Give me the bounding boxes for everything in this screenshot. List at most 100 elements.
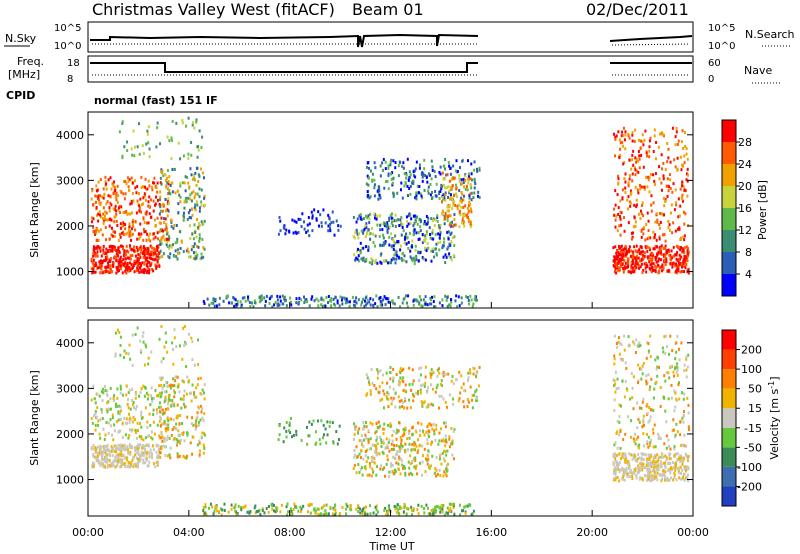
echo-cell bbox=[354, 426, 357, 430]
echo-cell bbox=[278, 424, 281, 428]
echo-cell bbox=[458, 225, 461, 229]
echo-cell bbox=[415, 298, 418, 302]
echo-cell bbox=[158, 391, 161, 395]
echo-cell bbox=[212, 298, 215, 302]
echo-cell bbox=[612, 259, 615, 263]
echo-cell bbox=[146, 132, 149, 136]
echo-cell bbox=[159, 455, 162, 459]
echo-cell bbox=[425, 249, 428, 253]
echo-cell bbox=[105, 455, 108, 459]
echo-cell bbox=[679, 270, 682, 274]
echo-cell bbox=[676, 467, 679, 471]
echo-cell bbox=[401, 258, 404, 262]
echo-cell bbox=[235, 305, 238, 309]
echo-cell bbox=[652, 445, 655, 449]
echo-cell bbox=[369, 169, 372, 173]
echo-cell bbox=[427, 449, 430, 453]
echo-cell bbox=[127, 461, 130, 465]
echo-cell bbox=[647, 175, 650, 179]
echo-cell bbox=[453, 428, 456, 432]
echo-cell bbox=[451, 236, 454, 240]
echo-cell bbox=[660, 153, 663, 157]
echo-cell bbox=[173, 336, 176, 340]
echo-cell bbox=[444, 400, 447, 404]
echo-cell bbox=[162, 229, 165, 233]
echo-cell bbox=[387, 474, 390, 478]
echo-cell bbox=[194, 250, 197, 254]
echo-cell bbox=[149, 436, 152, 440]
echo-cell bbox=[684, 476, 687, 480]
echo-cell bbox=[151, 437, 154, 441]
echo-cell bbox=[96, 406, 99, 410]
echo-cell bbox=[441, 196, 444, 200]
echo-cell bbox=[681, 193, 684, 197]
echo-cell bbox=[645, 478, 648, 482]
echo-cell bbox=[128, 178, 131, 182]
echo-cell bbox=[167, 423, 170, 427]
echo-cell bbox=[369, 303, 372, 307]
echo-cell bbox=[146, 129, 149, 133]
echo-cell bbox=[442, 474, 445, 478]
echo-cell bbox=[100, 455, 103, 459]
echo-cell bbox=[114, 444, 117, 448]
echo-cell bbox=[344, 301, 347, 305]
echo-cell bbox=[321, 505, 324, 509]
echo-cell bbox=[466, 295, 469, 299]
colorbar-swatch bbox=[722, 252, 736, 274]
echo-cell bbox=[102, 427, 105, 431]
echo-cell bbox=[399, 188, 402, 192]
echo-cell bbox=[620, 248, 623, 252]
echo-cell bbox=[370, 261, 373, 265]
echo-cell bbox=[629, 397, 632, 401]
echo-cell bbox=[645, 222, 648, 226]
echo-cell bbox=[687, 271, 690, 275]
echo-cell bbox=[396, 430, 399, 434]
echo-cell bbox=[145, 257, 148, 261]
echo-cell bbox=[182, 218, 185, 222]
echo-cell bbox=[376, 510, 379, 514]
echo-cell bbox=[379, 228, 382, 232]
echo-cell bbox=[631, 474, 634, 478]
echo-cell bbox=[164, 454, 167, 458]
echo-cell bbox=[468, 200, 471, 204]
echo-cell bbox=[446, 512, 449, 516]
echo-cell bbox=[218, 296, 221, 300]
echo-cell bbox=[417, 438, 420, 442]
echo-cell bbox=[143, 247, 146, 251]
echo-cell bbox=[639, 187, 642, 191]
echo-cell bbox=[474, 295, 477, 299]
echo-cell bbox=[166, 176, 169, 180]
echo-cell bbox=[90, 220, 93, 224]
echo-cell bbox=[102, 248, 105, 252]
echo-cell bbox=[196, 192, 199, 196]
echo-cell bbox=[414, 448, 417, 452]
echo-cell bbox=[366, 473, 369, 477]
echo-cell bbox=[163, 383, 166, 387]
echo-cell bbox=[654, 255, 657, 259]
echo-cell bbox=[468, 218, 471, 222]
echo-cell bbox=[90, 197, 93, 201]
echo-cell bbox=[136, 446, 139, 450]
echo-cell bbox=[664, 470, 667, 474]
echo-cell bbox=[662, 455, 665, 459]
echo-cell bbox=[108, 206, 111, 210]
echo-cell bbox=[331, 210, 334, 214]
echo-cell bbox=[687, 454, 690, 458]
echo-cell bbox=[130, 444, 133, 448]
echo-cell bbox=[291, 512, 294, 516]
echo-cell bbox=[327, 229, 330, 233]
freq-trace-1 bbox=[90, 62, 478, 73]
echo-cell bbox=[438, 468, 441, 472]
echo-cell bbox=[664, 168, 667, 172]
echo-cell bbox=[639, 259, 642, 263]
echo-cell bbox=[136, 428, 139, 432]
echo-cell bbox=[644, 238, 647, 242]
echo-cell bbox=[198, 174, 201, 178]
echo-cell bbox=[636, 381, 639, 385]
echo-cell bbox=[264, 299, 267, 303]
echo-cell bbox=[656, 365, 659, 369]
echo-cell bbox=[127, 398, 130, 402]
echo-cell bbox=[453, 502, 456, 506]
echo-cell bbox=[639, 465, 642, 469]
echo-cell bbox=[448, 435, 451, 439]
